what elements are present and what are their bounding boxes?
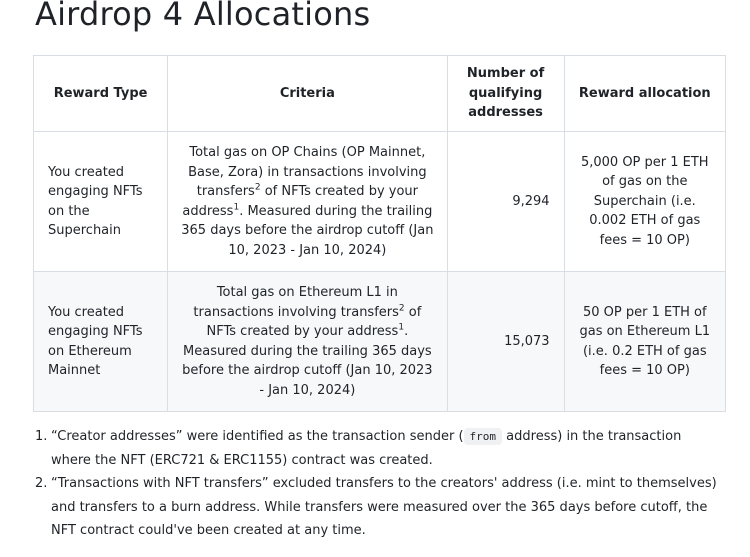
allocations-table: Reward Type Criteria Number of qualifyin…: [32, 55, 727, 412]
inline-code: from: [463, 428, 503, 445]
cell-criteria: Total gas on Ethereum L1 in transactions…: [167, 271, 448, 412]
header-reward-type: Reward Type: [32, 55, 169, 132]
cell-qualifying: 15,073: [446, 271, 565, 412]
footnote-item: 1. “Creator addresses” were identified as…: [35, 425, 725, 472]
criteria-text: of NFTs created by your address: [206, 304, 422, 340]
table-row: You created engaging NFTs on Ethereum Ma…: [32, 271, 727, 412]
cell-qualifying: 9,294: [446, 131, 565, 272]
criteria-text: . Measured during the trailing 365 days …: [181, 203, 434, 258]
criteria-text: of NFTs created by your address: [182, 184, 418, 219]
header-reward-allocation: Reward allocation: [563, 55, 727, 132]
cell-reward-type: You created engaging NFTs on the Superch…: [32, 131, 169, 272]
header-criteria: Criteria: [167, 55, 448, 132]
criteria-text: Total gas on Ethereum L1 in transactions…: [193, 285, 399, 320]
table-row: You created engaging NFTs on the Superch…: [32, 131, 727, 272]
header-qualifying-line: Number of: [466, 66, 545, 82]
footnote-text: address) in the transaction where the NF…: [51, 429, 682, 468]
footnotes-list: 1. “Creator addresses” were identified as…: [35, 425, 725, 543]
page-title: Airdrop 4 Allocations: [35, 0, 371, 33]
header-qualifying-addresses: Number of qualifying addresses: [446, 55, 565, 132]
footnote-ref: 2: [398, 303, 405, 314]
cell-reward-type: You created engaging NFTs on Ethereum Ma…: [32, 271, 169, 412]
table-header-row: Reward Type Criteria Number of qualifyin…: [32, 55, 727, 132]
footnote-marker: 1.: [35, 429, 48, 444]
footnote-text: “Creator addresses” were identified as t…: [51, 429, 464, 444]
footnote-ref: 1: [398, 322, 405, 333]
footnote-marker: 2.: [35, 476, 48, 491]
header-qualifying-line: qualifying: [468, 85, 543, 101]
footnote-ref: 2: [254, 182, 261, 193]
footnote-text: “Transactions with NFT transfers” exclud…: [51, 476, 717, 538]
footnote-item: 2. “Transactions with NFT transfers” excl…: [35, 472, 725, 543]
cell-allocation: 5,000 OP per 1 ETH of gas on the Superch…: [563, 131, 727, 272]
criteria-text: . Measured during the trailing 365 days …: [182, 324, 433, 398]
header-qualifying-line: addresses: [468, 105, 543, 121]
cell-allocation: 50 OP per 1 ETH of gas on Ethereum L1 (i…: [563, 271, 727, 412]
criteria-text: Total gas on OP Chains (OP Mainnet, Base…: [188, 145, 427, 199]
footnote-ref: 1: [233, 202, 240, 213]
cell-criteria: Total gas on OP Chains (OP Mainnet, Base…: [167, 131, 448, 272]
